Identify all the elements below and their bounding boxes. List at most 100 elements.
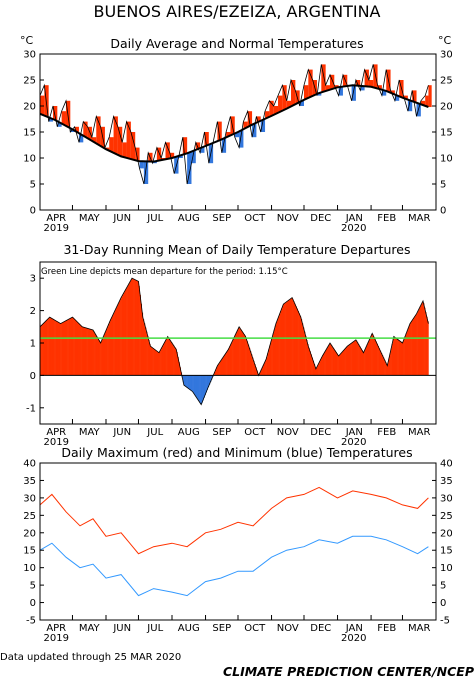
cool-departure-bar — [394, 95, 400, 101]
warm-departure-bar — [403, 95, 408, 99]
positive-departure-bar — [327, 345, 330, 376]
positive-departure-bar — [420, 304, 423, 376]
positive-departure-bar — [313, 364, 316, 376]
positive-departure-bar — [374, 339, 376, 376]
warm-departure-bar — [117, 126, 123, 156]
month-label: NOV — [277, 427, 299, 438]
warm-departure-bar — [273, 106, 279, 114]
month-label: SEP — [212, 427, 231, 438]
warm-departure-bar — [256, 116, 261, 122]
positive-departure-bar — [81, 326, 83, 376]
positive-departure-bar — [54, 319, 56, 376]
positive-departure-bar — [413, 317, 415, 376]
positive-departure-bar — [50, 318, 53, 376]
running-mean-line — [39, 277, 429, 406]
positive-departure-bar — [404, 336, 407, 376]
positive-departure-bar — [46, 319, 48, 376]
positive-departure-bar — [256, 370, 258, 376]
positive-departure-bar — [121, 296, 123, 376]
running-mean-plot — [39, 277, 436, 406]
y-tick-label: 35 — [23, 476, 36, 487]
positive-departure-bar — [88, 328, 91, 376]
month-label: SEP — [212, 213, 231, 224]
warm-departure-bar — [243, 121, 248, 129]
y-tick-label-right: 5 — [440, 581, 446, 592]
positive-departure-bar — [276, 319, 279, 376]
positive-departure-bar — [133, 279, 135, 376]
max-min-plot — [39, 486, 429, 597]
footer-credit: CLIMATE PREDICTION CENTER/NCEP — [223, 664, 474, 679]
positive-departure-bar — [77, 323, 80, 376]
positive-departure-bar — [58, 322, 60, 376]
positive-departure-bar — [314, 367, 317, 376]
positive-departure-bar — [345, 348, 347, 376]
positive-departure-bar — [64, 320, 67, 376]
positive-departure-bar — [275, 322, 278, 376]
y-tick-label-right: 15 — [440, 546, 453, 557]
year-label: 2019 — [44, 437, 69, 448]
positive-departure-bar — [399, 340, 401, 376]
warm-departure-bar — [390, 90, 395, 94]
positive-departure-bar — [114, 310, 117, 376]
positive-departure-bar — [407, 327, 410, 376]
positive-departure-bar — [48, 317, 51, 376]
positive-departure-bar — [135, 280, 137, 376]
positive-departure-bar — [262, 364, 265, 376]
positive-departure-bar — [149, 344, 151, 376]
positive-departure-bar — [83, 327, 85, 376]
warm-departure-bar — [291, 80, 296, 106]
positive-departure-bar — [172, 343, 174, 376]
positive-departure-bar — [153, 349, 155, 376]
warm-departure-bar — [169, 152, 175, 158]
positive-departure-bar — [338, 355, 341, 376]
positive-departure-bar — [304, 331, 306, 376]
positive-departure-bar — [217, 364, 219, 376]
positive-departure-bar — [359, 346, 361, 376]
warm-departure-bar — [156, 147, 162, 161]
positive-departure-bar — [372, 334, 374, 376]
month-label: DEC — [310, 623, 331, 634]
positive-departure-bar — [240, 329, 242, 376]
month-label: OCT — [244, 213, 266, 224]
positive-departure-bar — [366, 344, 369, 376]
positive-departure-bar — [408, 324, 411, 376]
positive-departure-bar — [377, 346, 379, 376]
positive-departure-bar — [68, 319, 70, 376]
positive-departure-bar — [42, 324, 44, 376]
y-tick-label: 15 — [23, 128, 36, 139]
positive-departure-bar — [308, 347, 310, 376]
positive-departure-bar — [124, 290, 126, 376]
warm-departure-bar — [425, 95, 429, 107]
positive-departure-bar — [321, 357, 323, 376]
positive-departure-bar — [220, 360, 223, 376]
max-temperature-line — [39, 486, 429, 555]
positive-departure-bar — [299, 315, 302, 376]
warm-departure-bar — [247, 111, 253, 126]
positive-departure-bar — [379, 350, 382, 376]
chart3-title: Daily Maximum (red) and Minimum (blue) T… — [61, 445, 412, 460]
positive-departure-bar — [112, 314, 114, 376]
positive-departure-bar — [169, 340, 172, 376]
positive-departure-bar — [176, 352, 178, 376]
warm-departure-bar — [87, 126, 92, 140]
positive-departure-bar — [274, 325, 277, 376]
month-label: MAY — [79, 623, 101, 634]
positive-departure-bar — [115, 307, 118, 376]
negative-departure-bar — [210, 375, 213, 380]
negative-departure-bar — [196, 375, 199, 399]
month-label: JUN — [112, 213, 131, 224]
positive-departure-bar — [349, 344, 351, 376]
positive-departure-bar — [376, 343, 378, 376]
positive-departure-bar — [419, 306, 422, 376]
positive-departure-bar — [43, 323, 45, 376]
positive-departure-bar — [85, 327, 87, 376]
cool-departure-bar — [299, 100, 304, 106]
positive-departure-bar — [259, 371, 262, 376]
positive-departure-bar — [232, 339, 234, 376]
warm-departure-bar — [83, 121, 88, 137]
positive-departure-bar — [249, 351, 252, 376]
y-tick-label-right: 30 — [440, 50, 453, 61]
positive-departure-bar — [306, 339, 308, 376]
positive-departure-bar — [281, 308, 283, 376]
positive-departure-bar — [170, 342, 173, 376]
